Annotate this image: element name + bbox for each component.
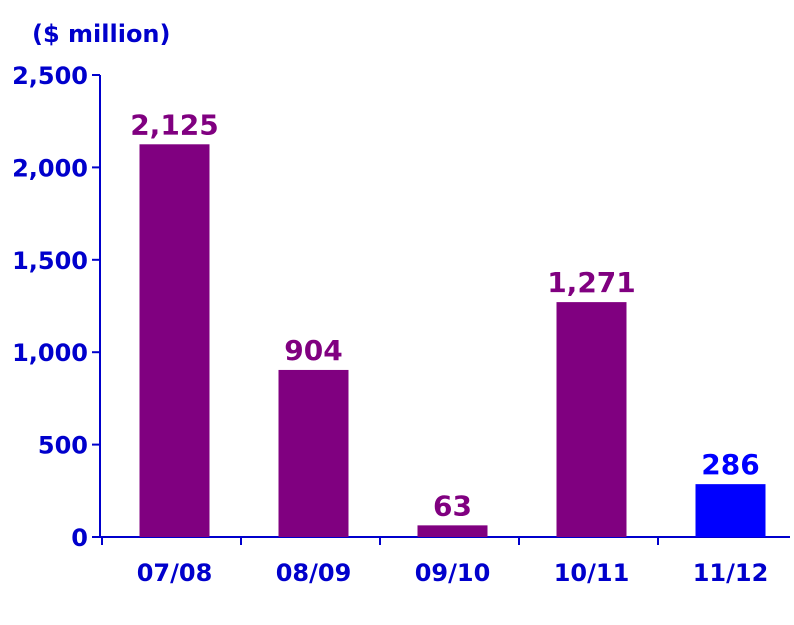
data-label: 286 xyxy=(701,448,759,481)
data-label: 1,271 xyxy=(547,266,636,299)
bar-07-08 xyxy=(139,144,210,538)
y-tick-label: 1,500 xyxy=(12,247,88,275)
data-label: 904 xyxy=(284,334,342,367)
bar-08-09 xyxy=(278,369,349,537)
bar-10-11 xyxy=(556,302,627,537)
x-axis: 07/08 08/09 09/10 10/11 11/12 xyxy=(100,536,790,587)
x-tick-label: 11/12 xyxy=(693,559,769,587)
y-tick-label: 500 xyxy=(38,432,88,460)
x-tick-label: 09/10 xyxy=(415,559,491,587)
y-tick-label: 2,000 xyxy=(12,154,88,182)
data-label: 63 xyxy=(433,489,472,522)
y-tick-label: 2,500 xyxy=(12,62,88,90)
bars xyxy=(139,144,766,538)
bar-11-12 xyxy=(695,484,766,537)
x-tick-label: 10/11 xyxy=(554,559,630,587)
bar-09-10 xyxy=(417,525,488,537)
data-label: 2,125 xyxy=(130,108,219,141)
y-axis: 0 500 1,000 1,500 2,000 2,500 xyxy=(12,62,101,552)
x-tick-label: 07/08 xyxy=(137,559,213,587)
x-tick-label: 08/09 xyxy=(276,559,352,587)
y-tick-label: 0 xyxy=(71,524,88,552)
y-tick-label: 1,000 xyxy=(12,339,88,367)
data-labels: 2,125 904 63 1,271 286 xyxy=(130,108,760,522)
unit-label: ($ million) xyxy=(32,20,170,48)
